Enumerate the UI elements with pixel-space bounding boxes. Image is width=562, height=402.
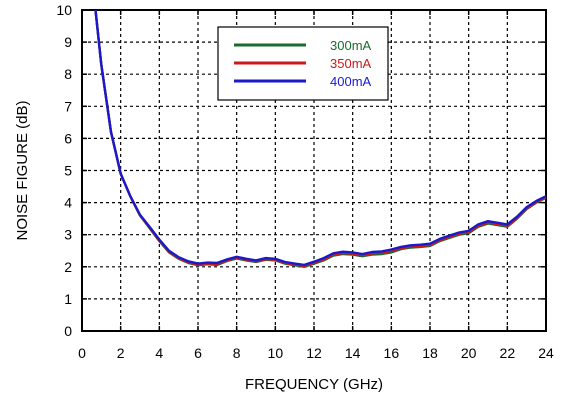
axis-ticks <box>81 9 547 332</box>
legend-label-300mA: 300mA <box>330 38 372 53</box>
x-tick-label: 24 <box>538 345 554 361</box>
y-tick-label: 4 <box>64 195 72 211</box>
x-axis-label: FREQUENCY (GHz) <box>245 376 383 393</box>
legend: 300mA 350mA 400mA <box>217 26 389 101</box>
y-tick-label: 8 <box>64 66 72 82</box>
x-tick-label: 6 <box>194 345 202 361</box>
x-tick-label: 20 <box>461 345 477 361</box>
y-tick-label: 3 <box>64 227 72 243</box>
y-tick-label: 9 <box>64 34 72 50</box>
series-line-400mA <box>94 10 546 267</box>
x-tick-label: 16 <box>384 345 400 361</box>
x-tick-label: 4 <box>155 345 163 361</box>
legend-label-400mA: 400mA <box>330 74 372 89</box>
y-tick-label: 10 <box>56 2 72 18</box>
y-tick-label: 1 <box>64 291 72 307</box>
grid <box>82 10 546 331</box>
x-tick-label: 22 <box>500 345 516 361</box>
legend-items: 300mA 350mA 400mA <box>234 38 372 89</box>
legend-label-350mA: 350mA <box>330 56 372 71</box>
x-tick-labels: 0 2 4 6 8 10 12 14 16 18 20 22 24 <box>78 345 554 361</box>
y-axis-label: NOISE FIGURE (dB) <box>14 100 31 240</box>
x-tick-label: 18 <box>422 345 438 361</box>
y-tick-label: 5 <box>64 163 72 179</box>
x-tick-label: 2 <box>117 345 125 361</box>
x-tick-label: 10 <box>268 345 284 361</box>
y-tick-label: 6 <box>64 130 72 146</box>
y-tick-labels: 0 1 2 3 4 5 6 7 8 9 10 <box>56 2 72 339</box>
x-tick-label: 14 <box>345 345 361 361</box>
x-tick-label: 0 <box>78 345 86 361</box>
x-tick-label: 8 <box>233 345 241 361</box>
y-tick-label: 7 <box>64 98 72 114</box>
y-tick-label: 2 <box>64 259 72 275</box>
y-tick-label: 0 <box>64 323 72 339</box>
x-tick-label: 12 <box>306 345 322 361</box>
series-lines <box>94 10 546 268</box>
